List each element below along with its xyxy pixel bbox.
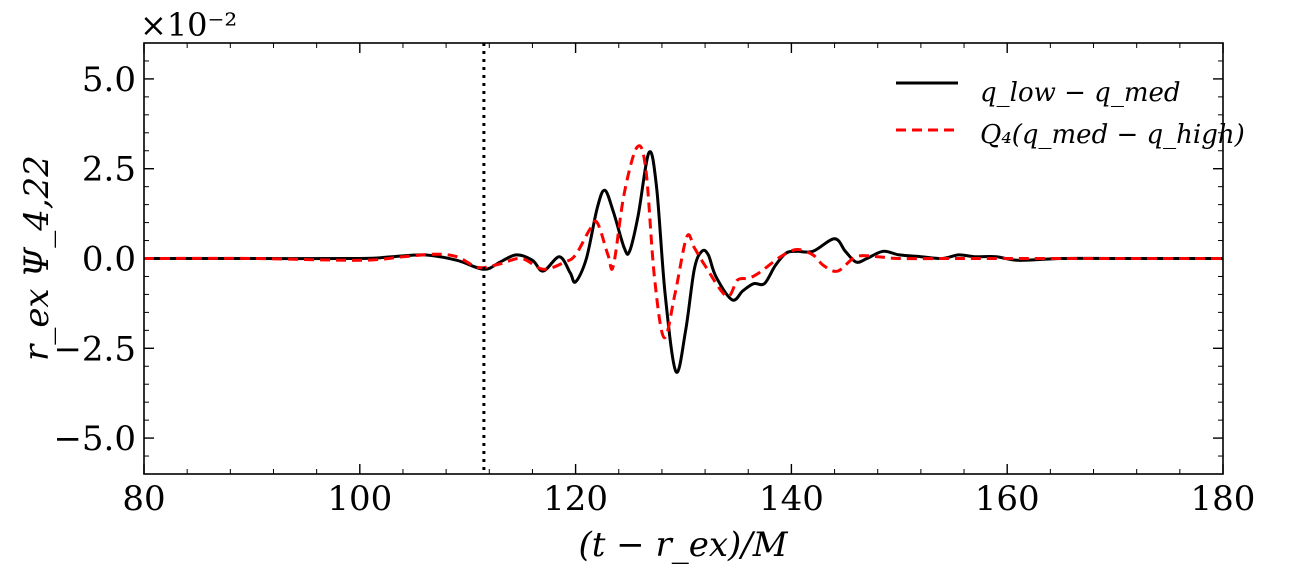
y-axis-label: r_ex Ψ_4,22 <box>17 155 57 361</box>
plot-frame <box>143 42 1224 475</box>
y-tick-label: 0.0 <box>82 240 136 280</box>
x-tick-label: 180 <box>1191 479 1256 519</box>
x-tick-label: 80 <box>122 479 165 519</box>
minor-ticks <box>144 42 1223 475</box>
x-tick-label: 160 <box>975 479 1040 519</box>
x-tick-labels: 80 100 120 140 160 180 <box>122 479 1255 519</box>
y-tick-label: 2.5 <box>82 150 136 190</box>
series-line-1 <box>144 150 1223 374</box>
legend-label-1: q_low − q_med <box>980 78 1181 108</box>
x-tick-label: 120 <box>543 479 608 519</box>
x-tick-label: 140 <box>759 479 824 519</box>
series-layer <box>144 144 1223 374</box>
legend: q_low − q_med Q₄(q_med − q_high) <box>896 78 1245 150</box>
y-tick-labels: −5.0 −2.5 0.0 2.5 5.0 <box>53 60 136 459</box>
y-tick-label: −2.5 <box>53 329 136 369</box>
y-multiplier-label: ×10⁻² <box>140 6 237 44</box>
x-tick-label: 100 <box>327 479 392 519</box>
series-line-2 <box>144 144 1223 340</box>
plot-area <box>143 42 1224 475</box>
y-tick-label: −5.0 <box>53 419 136 459</box>
y-tick-label: 5.0 <box>82 60 136 100</box>
legend-label-2: Q₄(q_med − q_high) <box>980 120 1245 150</box>
x-axis-label: (t − r_ex)/M <box>578 525 788 565</box>
